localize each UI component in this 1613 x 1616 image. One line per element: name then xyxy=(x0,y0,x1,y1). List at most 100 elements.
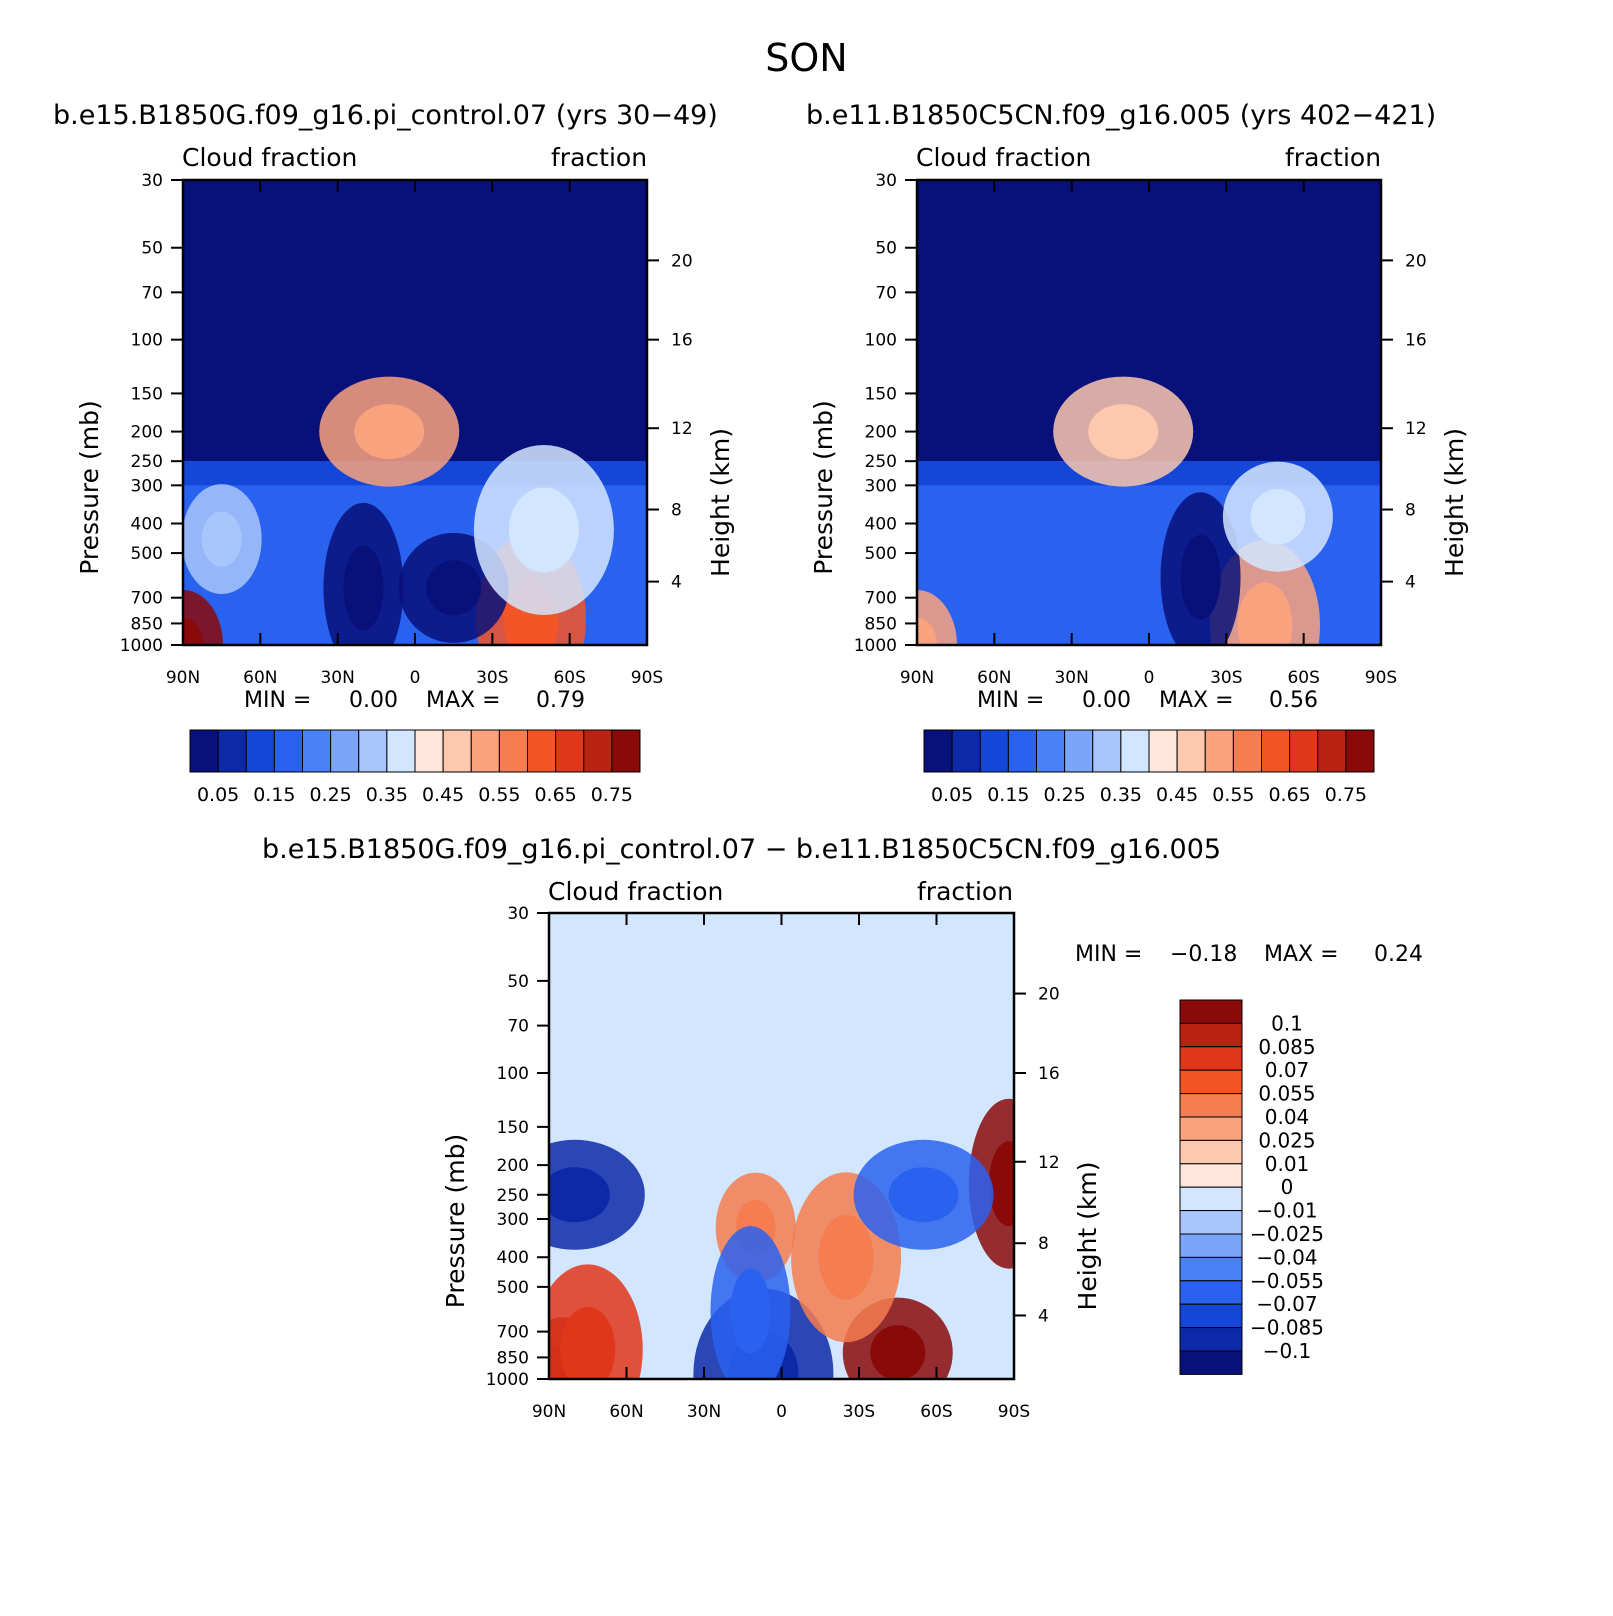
panel1-htick-label: 12 xyxy=(671,419,693,439)
panel2-colorbar-box xyxy=(1289,729,1319,773)
panel3-feature-core xyxy=(730,1268,771,1354)
panel3-xtick-label: 90N xyxy=(532,1402,566,1422)
panel1-colorbar-box xyxy=(358,729,388,773)
panel2-ytick-label: 850 xyxy=(865,614,897,634)
panel3-ytick-label: 200 xyxy=(497,1156,529,1176)
panel1-colorbar-box xyxy=(386,729,416,773)
panel1-colorbar-label: 0.55 xyxy=(478,784,520,806)
panel1-ytick-label: 400 xyxy=(131,514,163,534)
panel2-ytick-label: 150 xyxy=(865,384,897,404)
panel2-colorbar-box xyxy=(1176,729,1206,773)
panel3-colorbar-label: 0.025 xyxy=(1258,1128,1315,1152)
panel2-feature-core xyxy=(917,617,937,645)
panel2-max-label: MAX = xyxy=(1159,688,1234,713)
panel2-colorbar-label: 0.35 xyxy=(1100,784,1142,806)
panel3-colorbar-label: 0.055 xyxy=(1258,1082,1315,1106)
panel2-ytick-label: 50 xyxy=(875,239,897,259)
panel1-colorbar-label: 0.15 xyxy=(253,784,295,806)
panel3-colorbar-box xyxy=(1179,1093,1243,1118)
panel3-htick-label: 16 xyxy=(1038,1064,1060,1084)
panel1-ytick-label: 30 xyxy=(141,171,163,191)
panel3-ytick-label: 1000 xyxy=(486,1370,529,1390)
panel2-htick-label: 12 xyxy=(1405,419,1427,439)
panel2-colorbar-label: 0.25 xyxy=(1043,784,1085,806)
panel2-colorbar-box xyxy=(951,729,981,773)
panel2-htick-label: 8 xyxy=(1405,501,1416,521)
panel2-feature-core xyxy=(1237,582,1293,645)
panel1-htick-label: 4 xyxy=(671,573,682,593)
panel1-ytick-label: 250 xyxy=(131,452,163,472)
panel3-xtick-label: 60N xyxy=(609,1402,643,1422)
panel2-colorbar-label: 0.05 xyxy=(931,784,973,806)
panel2-ytick-label: 500 xyxy=(865,544,897,564)
panel3-colorbar-label: −0.025 xyxy=(1250,1222,1324,1246)
panel3-colorbar-label: 0.085 xyxy=(1258,1035,1315,1059)
panel3-colorbar-box xyxy=(1179,999,1243,1024)
panel1-min-value: 0.00 xyxy=(349,688,398,713)
panel1-ytick-label: 850 xyxy=(131,614,163,634)
panel1-ytick-label: 300 xyxy=(131,476,163,496)
panel1-min-label: MIN = xyxy=(244,688,312,713)
panel3-htick-label: 4 xyxy=(1038,1306,1049,1326)
panel2-feature-core xyxy=(1250,489,1306,545)
panel2-colorbar-box xyxy=(1345,729,1375,773)
panel3-colorbar-box xyxy=(1179,1233,1243,1258)
panel2-htick-label: 4 xyxy=(1405,573,1416,593)
panel2-xtick-label: 90S xyxy=(1365,668,1397,688)
figure-title: SON xyxy=(765,36,848,80)
panel3-colorbar-box xyxy=(1179,1139,1243,1165)
panel3-colorbar-box xyxy=(1179,1303,1243,1329)
panel1-xtick-label: 0 xyxy=(410,668,421,688)
panel1-htick-label: 8 xyxy=(671,501,682,521)
panel2-xtick-label: 30S xyxy=(1210,668,1242,688)
panel2-xtick-label: 60N xyxy=(977,668,1011,688)
panel2-colorbar-label: 0.75 xyxy=(1325,784,1367,806)
panel2-colorbar-box xyxy=(923,729,953,773)
panel1-colorbar-box xyxy=(583,729,613,773)
panel3-colorbar-label: −0.055 xyxy=(1250,1269,1324,1293)
panel3-field xyxy=(549,913,1014,1379)
panel2-left-label: Cloud fraction xyxy=(916,143,1092,172)
panel2-htick-label: 20 xyxy=(1405,251,1427,271)
panel1-colorbar-box xyxy=(555,729,585,773)
panel2-ytick-label: 300 xyxy=(865,476,897,496)
panel2-colorbar-label: 0.45 xyxy=(1156,784,1198,806)
panel3-min-label: MIN = xyxy=(1075,942,1143,967)
panel3-ytick-label: 70 xyxy=(507,1017,529,1037)
panel3-ytick-label: 500 xyxy=(497,1278,529,1298)
panel1-colorbar-box xyxy=(245,729,275,773)
panel2-ytick-label: 700 xyxy=(865,589,897,609)
panel2-xtick-label: 0 xyxy=(1144,668,1155,688)
panel1-colorbar-label: 0.65 xyxy=(534,784,576,806)
panel2-colorbar-box xyxy=(1317,729,1347,773)
panel3-colorbar-box xyxy=(1179,1280,1243,1305)
panel1-colorbar-box xyxy=(189,729,219,773)
panel3-colorbar-box xyxy=(1179,1069,1243,1095)
panel3-colorbar-label: 0.07 xyxy=(1265,1058,1310,1082)
panel3-max-label: MAX = xyxy=(1264,942,1339,967)
panel1-feature-core xyxy=(354,404,425,460)
panel1-xtick-label: 90S xyxy=(631,668,663,688)
panel1-ytick-label: 500 xyxy=(131,544,163,564)
panel1-colorbar-label: 0.25 xyxy=(309,784,351,806)
panel3-ylabel-right: Height (km) xyxy=(1073,1162,1102,1311)
panel2-colorbar-label: 0.65 xyxy=(1268,784,1310,806)
panel3-colorbar-box xyxy=(1179,1022,1243,1048)
panel1-xtick-label: 30N xyxy=(320,668,354,688)
panel2-field xyxy=(917,180,1381,645)
panel3-colorbar-label: −0.07 xyxy=(1256,1292,1317,1316)
panel2-right-label: fraction xyxy=(1285,143,1382,172)
panel1-colorbar-box xyxy=(330,729,360,773)
panel2-colorbar-box xyxy=(1148,729,1178,773)
panel1-colorbar-box xyxy=(470,729,500,773)
panel1-htick-label: 20 xyxy=(671,251,693,271)
panel3-colorbar-box xyxy=(1179,1210,1243,1235)
panel1-feature-core xyxy=(183,617,203,645)
panel3-colorbar-box xyxy=(1179,1163,1243,1188)
panel1-max-value: 0.79 xyxy=(536,688,585,713)
panel3-colorbar-box xyxy=(1179,1256,1243,1282)
panel1-colorbar-box xyxy=(217,729,247,773)
panel2-colorbar-box xyxy=(1036,729,1066,773)
panel2-xtick-label: 90N xyxy=(900,668,934,688)
